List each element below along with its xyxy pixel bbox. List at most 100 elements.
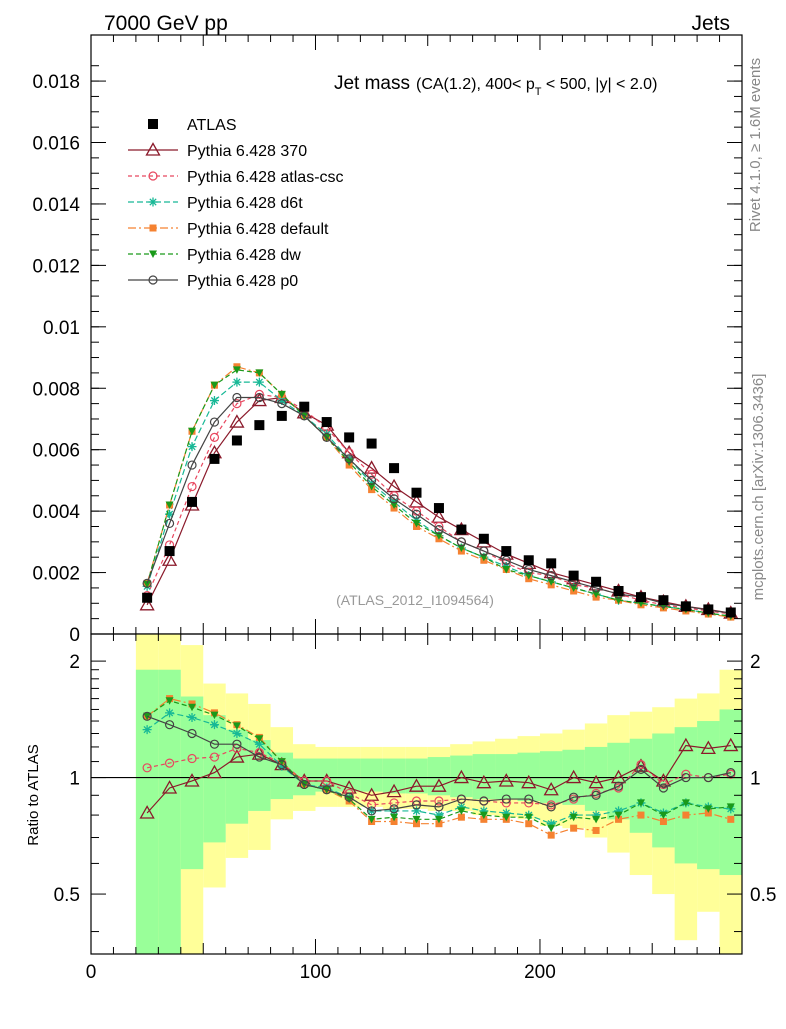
ratio-point: [480, 815, 488, 823]
main-series-4: [143, 366, 735, 621]
legend-item: ATLAS: [148, 117, 237, 134]
main-point: [187, 481, 197, 492]
main-point: [164, 518, 175, 529]
main-point: [658, 595, 669, 606]
ratio-point: [187, 728, 197, 739]
legend-item: Pythia 6.428 atlas-csc: [128, 169, 344, 186]
main-point: [546, 571, 556, 581]
ratio-point: [614, 806, 624, 816]
main-point: [478, 533, 489, 544]
ratio-y-tick-label: 1: [69, 769, 80, 790]
main-point: [165, 509, 175, 519]
ratio-point: [704, 809, 712, 817]
ratio-point: [209, 720, 219, 730]
main-point: [434, 524, 444, 535]
ratio-point: [723, 737, 739, 752]
ratio-point: [413, 820, 420, 828]
ratio-point: [412, 806, 421, 816]
main-point: [142, 592, 153, 603]
ratio-point: [613, 781, 624, 791]
main-point: [209, 396, 219, 406]
syst-band-green: [135, 669, 159, 954]
y-tick-label: 0.01: [43, 318, 80, 339]
ratio-line-5: [146, 715, 731, 812]
y-tick-label: 0: [69, 625, 80, 646]
main-point: [277, 399, 287, 409]
legend: ATLAS Pythia 6.428 370 Pythia 6.428 atlas-…: [128, 117, 344, 290]
header-energy: 7000 GeV pp: [104, 12, 228, 35]
main-plot: 0 0.002 0.004 0.006 0.008 0.01 0.012 0.014 0.016…: [32, 34, 743, 646]
syst-band-green: [495, 754, 518, 800]
main-point: [546, 558, 557, 569]
main-point: [254, 389, 264, 399]
syst-band-green: [719, 709, 742, 876]
ratio-point: [254, 739, 264, 749]
ratio-point: [591, 810, 601, 820]
ratio-point: [727, 815, 735, 823]
y-tick-label: 0.014: [32, 195, 80, 216]
main-point: [165, 501, 174, 509]
ratio-point: [210, 711, 219, 720]
ratio-point: [434, 802, 444, 812]
legend-label: Pythia 6.428 dw: [187, 247, 301, 264]
syst-band-green: [427, 757, 451, 796]
legend-marker: [145, 142, 161, 156]
ratio-point: [456, 794, 466, 804]
main-point: [142, 578, 152, 588]
main-point: [411, 509, 422, 519]
ratio-point: [703, 772, 713, 783]
ratio-point: [142, 725, 152, 735]
legend-item: Pythia 6.428 dw: [128, 247, 301, 264]
x-tick-label: 0: [86, 962, 97, 983]
main-point: [703, 604, 714, 615]
main-point: [434, 532, 443, 540]
ratio-point: [142, 711, 152, 721]
ratio-point: [546, 802, 556, 812]
ratio-point: [501, 794, 511, 804]
main-line-5: [146, 396, 731, 614]
ratio-point: [389, 806, 399, 816]
ratio-point: [678, 737, 694, 752]
ratio-point: [592, 826, 600, 834]
main-point: [187, 496, 198, 507]
main-point: [254, 392, 264, 403]
main-point: [321, 417, 332, 428]
ratio-point: [569, 813, 578, 822]
ratio-point: [412, 815, 421, 824]
ratio-point: [431, 778, 447, 792]
ratio-point: [363, 787, 380, 801]
main-point: [344, 454, 354, 464]
main-point: [232, 399, 242, 409]
ratio-point: [251, 746, 267, 760]
ratio-point: [591, 790, 601, 800]
main-point: [568, 570, 579, 581]
ratio-point: [637, 811, 645, 819]
legend-item: Pythia 6.428 p0: [128, 273, 298, 290]
main-point: [231, 435, 242, 446]
ratio-point: [277, 758, 286, 766]
ratio-point: [614, 811, 623, 820]
main-point: [725, 607, 736, 618]
ratio-point: [569, 792, 579, 802]
legend-marker: [149, 250, 157, 258]
ratio-point: [682, 811, 690, 819]
main-point: [277, 396, 287, 406]
main-point: [456, 537, 466, 547]
ratio-point: [658, 783, 669, 793]
main-point: [390, 501, 399, 509]
legend-label: Pythia 6.428 d6t: [187, 195, 303, 212]
main-point: [591, 576, 602, 587]
main-point: [161, 552, 178, 566]
ratio-point: [479, 811, 488, 820]
main-point: [367, 483, 376, 491]
legend-item: Pythia 6.428 d6t: [128, 195, 303, 212]
ratio-point: [206, 764, 223, 779]
legend-label: Pythia 6.428 default: [187, 221, 329, 238]
main-point: [209, 417, 220, 427]
main-series-6: [142, 401, 736, 618]
main-point: [209, 432, 220, 443]
ratio-point: [456, 802, 466, 812]
ratio-point: [255, 735, 264, 743]
ratio-series-4: [143, 697, 735, 833]
ratio-point: [636, 799, 645, 807]
